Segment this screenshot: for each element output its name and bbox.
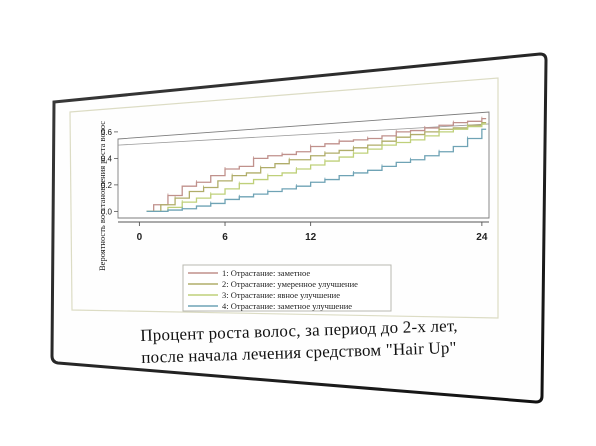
y-tick-label: 0.0 — [101, 207, 113, 216]
y-tick-label: 0.6 — [101, 128, 113, 137]
legend-label-4: 4: Отрастание: заметное улучшение — [222, 301, 352, 311]
plot-area: 0 6 12 24 0.0 0.2 0.4 0.6 — [101, 111, 490, 243]
legend-label-2: 2: Отрастание: умеренное улучшение — [222, 279, 358, 289]
x-tick-label: 12 — [305, 232, 317, 243]
legend-label-3: 3: Отрастание: явное улучшение — [222, 290, 340, 300]
y-tick-label: 0.2 — [101, 181, 113, 190]
y-tick-label: 0.4 — [101, 154, 113, 163]
y-axis-label: Вероятность восстановления роста волос — [97, 120, 107, 271]
x-tick-label: 24 — [476, 232, 488, 243]
legend-label-1: 1: Отрастание: заметное — [222, 268, 310, 278]
x-tick-label: 0 — [137, 232, 143, 243]
x-tick-label: 6 — [222, 232, 228, 243]
series-line-1 — [146, 117, 487, 213]
chart-panel-border — [69, 77, 499, 319]
